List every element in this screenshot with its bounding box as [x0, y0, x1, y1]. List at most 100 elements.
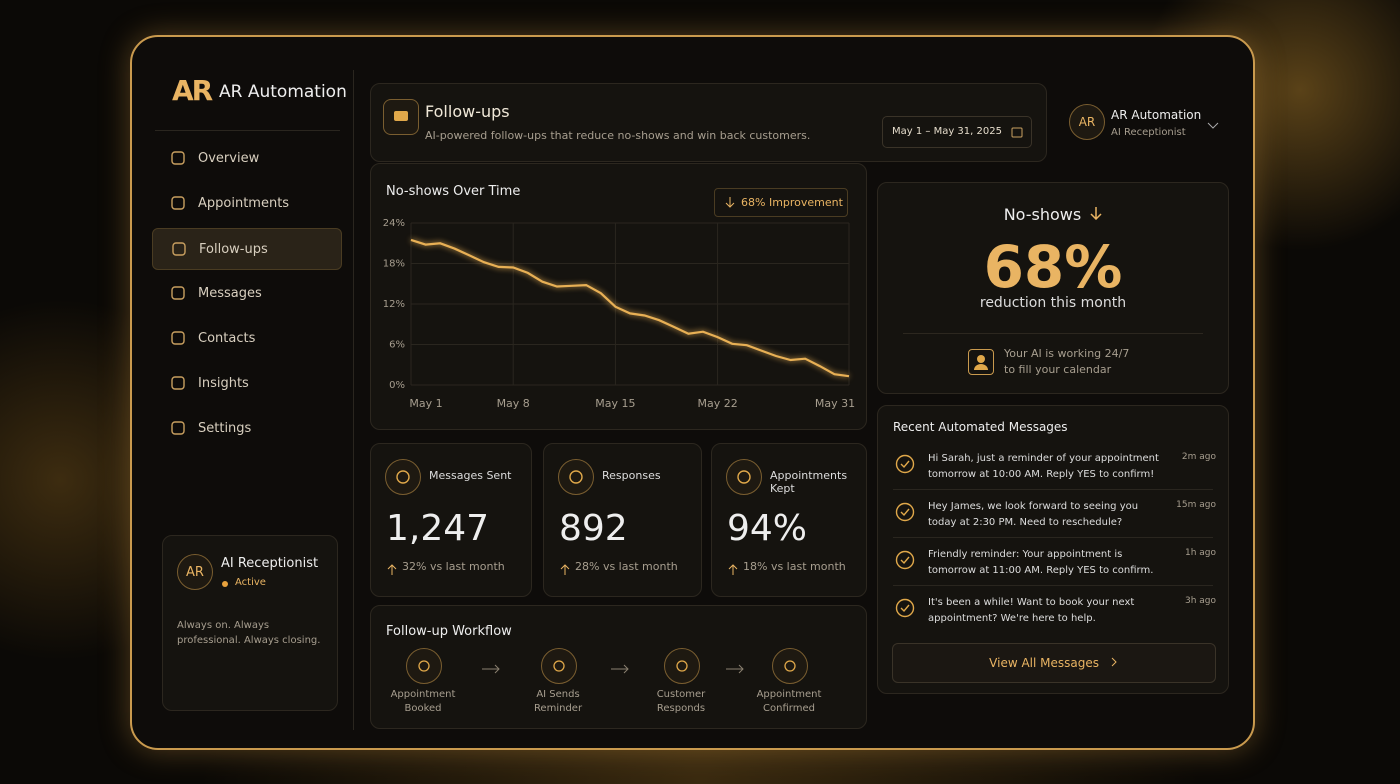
highlight-note: Your AI is working 24/7 to fill your cale…: [1004, 346, 1129, 378]
nav-item[interactable]: Settings: [152, 408, 340, 448]
message-line: Hey James, we look forward to seeing you: [928, 501, 1139, 512]
message-time: 3h ago: [1184, 596, 1216, 606]
y-tick-label: 6%: [389, 340, 405, 351]
check-icon: [895, 454, 915, 478]
date-picker[interactable]: May 1 – May 31, 2025: [882, 116, 1032, 148]
message-text: Friendly reminder: Your appointment is to…: [928, 547, 1153, 579]
x-tick-label: May 22: [697, 397, 737, 410]
chevron: [1111, 657, 1117, 667]
step-label: AI Sends Reminder: [508, 688, 608, 716]
x-tick-label: May 8: [497, 397, 530, 410]
header: Follow-ups AI-powered follow-ups that re…: [370, 83, 1047, 162]
date-range[interactable]: May 1 – May 31, 2025: [892, 126, 1002, 137]
page-subtitle: AI-powered follow-ups that reduce no-sho…: [425, 129, 811, 142]
message-line: appointment? We're here to help.: [928, 613, 1096, 624]
brand-logo: AR: [172, 74, 213, 107]
card-title: AI Receptionist: [221, 556, 319, 571]
nav-label[interactable]: Insights: [198, 375, 249, 391]
x-tick-label: May 15: [595, 397, 635, 410]
kpi-change: 32% vs last month: [402, 560, 505, 573]
kpi-value: 94%: [727, 508, 808, 549]
kpi-icon: [558, 459, 594, 495]
step-line: AI Sends: [536, 689, 580, 700]
calendar-icon: [1011, 127, 1023, 138]
x-tick-label: May 1: [409, 397, 442, 410]
y-tick-label: 18%: [383, 259, 405, 270]
nav-label[interactable]: Follow-ups: [199, 241, 268, 257]
nav-item[interactable]: Contacts: [152, 318, 340, 358]
step-line: Booked: [404, 703, 442, 714]
step-line: Appointment: [756, 689, 822, 700]
message-line: today at 2:30 PM. Need to reschedule?: [928, 517, 1123, 528]
message-line: Hi Sarah, just a reminder of your appoin…: [928, 453, 1159, 464]
kpi-label: Responses: [602, 469, 661, 482]
view-all-button[interactable]: View All Messages: [892, 643, 1216, 683]
brand-name: AR Automation: [219, 82, 347, 102]
check-icon: [895, 502, 915, 526]
step-arrow: [610, 659, 630, 678]
avatar: AR: [1069, 104, 1105, 140]
status-dot: [222, 581, 228, 587]
message-line: tomorrow at 10:00 AM. Reply YES to confi…: [928, 469, 1155, 480]
check-icon: [895, 550, 915, 574]
workflow-card: Follow-up Workflow Appointment Booked AI S…: [370, 605, 867, 729]
highlight-caption: reduction this month: [979, 295, 1127, 311]
highlight-card: No-shows 68% reduction this month Your A…: [877, 182, 1229, 394]
message-text: It's been a while! Want to book your nex…: [928, 595, 1134, 627]
nav-item[interactable]: Insights: [152, 363, 340, 403]
user-name: AR Automation: [1111, 108, 1202, 122]
messages-card: Recent Automated Messages View All Messa…: [877, 405, 1229, 694]
arrow-down: [1090, 207, 1102, 221]
divider: [893, 585, 1213, 586]
note-line: Your AI is working 24/7: [1004, 347, 1130, 360]
nav-item[interactable]: Follow-ups: [152, 228, 342, 270]
step-arrow: [725, 659, 745, 678]
ai-icon: [968, 349, 994, 375]
message-line: Friendly reminder: Your appointment is: [928, 549, 1123, 560]
nav-label[interactable]: Messages: [198, 285, 262, 301]
kpi-icon: [726, 459, 762, 495]
step-arrow: [481, 659, 501, 678]
improvement-badge: 68% Improvement: [714, 188, 848, 217]
nav-item[interactable]: Appointments: [152, 183, 340, 223]
nav-item[interactable]: Overview: [152, 138, 340, 178]
check-icon: [895, 598, 915, 622]
message-text: Hey James, we look forward to seeing you…: [928, 499, 1138, 531]
kpi-change: 28% vs last month: [575, 560, 678, 573]
message-text: Hi Sarah, just a reminder of your appoin…: [928, 451, 1159, 483]
button-label[interactable]: View All Messages: [989, 656, 1099, 670]
kpi-card: Appointments Kept 94% 18% vs last month: [711, 443, 867, 597]
x-tick-label: May 31: [815, 397, 855, 410]
arrow-up: [728, 561, 738, 580]
kpi-label: Appointments Kept: [770, 469, 848, 495]
user-menu[interactable]: AR AR Automation AI Receptionist: [1065, 100, 1230, 150]
nav-label[interactable]: Settings: [198, 420, 252, 436]
y-tick-label: 12%: [383, 299, 405, 310]
step-icon: [772, 648, 808, 684]
nav-label[interactable]: Contacts: [198, 330, 256, 346]
messages-title: Recent Automated Messages: [893, 420, 1068, 434]
arrow-up: [560, 561, 570, 580]
highlight-label: No-shows: [878, 205, 1228, 224]
nav-label[interactable]: Overview: [198, 150, 260, 166]
highlight-value: 68%: [983, 233, 1123, 301]
sidebar-card: AR AI Receptionist Active Always on. Alw…: [162, 535, 338, 711]
y-tick-label: 24%: [383, 218, 405, 229]
workflow-title: Follow-up Workflow: [386, 624, 512, 639]
kpi-card: Messages Sent 1,247 32% vs last month: [370, 443, 532, 597]
step-icon: [664, 648, 700, 684]
kpi-value: 1,247: [386, 508, 490, 549]
chart-card: No-shows Over Time 68% Improvement 0% 6% 1…: [370, 163, 867, 430]
kpi-change: 18% vs last month: [743, 560, 846, 573]
kpi-icon: [385, 459, 421, 495]
step-icon: [406, 648, 442, 684]
divider: [155, 130, 340, 131]
badge-text: 68% Improvement: [741, 196, 843, 209]
step-line: Responds: [656, 703, 706, 714]
nav-label[interactable]: Appointments: [198, 195, 290, 211]
nav-item[interactable]: Messages: [152, 273, 340, 313]
message-line: It's been a while! Want to book your nex…: [928, 597, 1135, 608]
y-tick-label: 0%: [389, 380, 405, 391]
kpi-card: Responses 892 28% vs last month: [543, 443, 702, 597]
